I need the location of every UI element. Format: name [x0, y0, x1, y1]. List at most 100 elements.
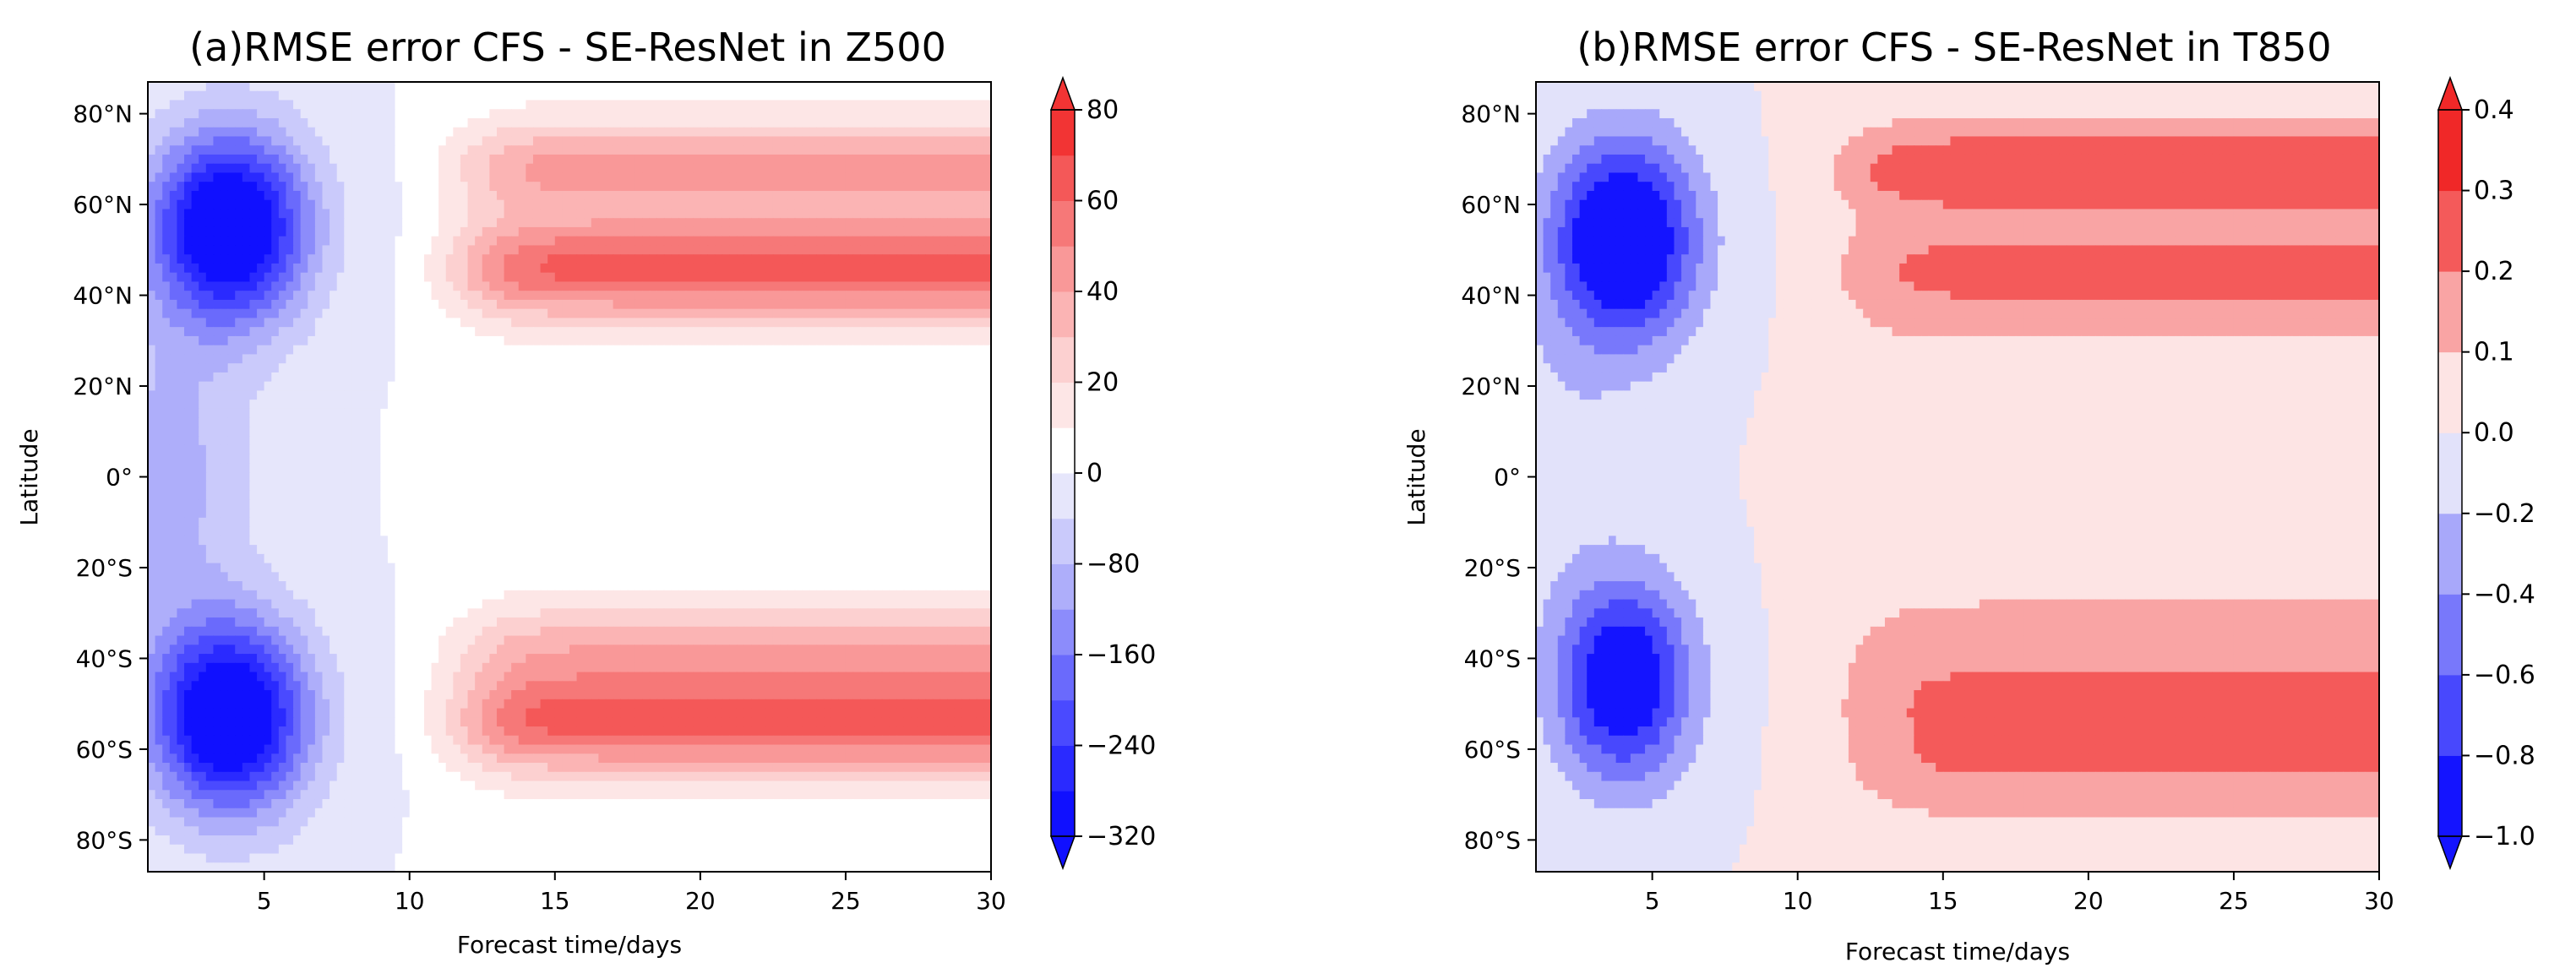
heatmap-cell: [816, 354, 825, 364]
heatmap-cell: [329, 408, 338, 419]
heatmap-cell: [860, 318, 869, 328]
heatmap-cell: [961, 245, 970, 255]
heatmap-cell: [191, 381, 199, 392]
heatmap-cell: [395, 318, 403, 328]
heatmap-cell: [409, 318, 417, 328]
heatmap-cell: [322, 436, 330, 446]
heatmap-cell: [576, 463, 585, 473]
heatmap-cell: [845, 172, 854, 182]
heatmap-cell: [445, 318, 454, 328]
heatmap-cell: [540, 390, 548, 400]
heatmap-cell: [642, 318, 651, 328]
heatmap-cell: [213, 127, 221, 138]
heatmap-cell: [983, 381, 991, 392]
heatmap-cell: [264, 172, 272, 182]
heatmap-cell: [518, 318, 526, 328]
heatmap-cell: [976, 390, 984, 400]
heatmap-cell: [322, 136, 330, 146]
heatmap-cell: [911, 109, 919, 119]
heatmap-cell: [344, 163, 352, 174]
heatmap-cell: [358, 182, 367, 192]
heatmap-cell: [293, 345, 302, 356]
heatmap-cell: [300, 281, 308, 291]
heatmap-cell: [213, 209, 221, 219]
heatmap-cell: [824, 345, 832, 356]
heatmap-cell: [598, 218, 607, 228]
heatmap-cell: [402, 145, 411, 155]
heatmap-cell: [939, 100, 948, 110]
heatmap-cell: [453, 417, 461, 427]
heatmap-cell: [889, 263, 897, 274]
heatmap-cell: [598, 263, 607, 274]
heatmap-cell: [177, 400, 185, 410]
heatmap-cell: [881, 318, 890, 328]
heatmap-cell: [554, 127, 563, 138]
heatmap-cell: [314, 318, 324, 328]
heatmap-cell: [300, 254, 308, 264]
heatmap-cell: [736, 100, 745, 110]
heatmap-cell: [445, 209, 454, 219]
heatmap-cell: [969, 163, 978, 174]
heatmap-cell: [758, 299, 766, 310]
heatmap-cell: [889, 254, 897, 264]
heatmap-cell: [242, 136, 251, 146]
heatmap-cell: [314, 372, 324, 383]
heatmap-cell: [242, 254, 251, 264]
heatmap-cell: [613, 127, 621, 138]
heatmap-cell: [518, 236, 526, 247]
heatmap-cell: [562, 82, 570, 92]
heatmap-cell: [554, 436, 563, 446]
heatmap-cell: [373, 263, 381, 274]
heatmap-cell: [613, 372, 621, 383]
heatmap-cell: [329, 318, 338, 328]
heatmap-cell: [482, 245, 490, 255]
heatmap-cell: [373, 463, 381, 473]
heatmap-cell: [576, 299, 585, 310]
heatmap-cell: [526, 145, 534, 155]
heatmap-cell: [184, 291, 193, 301]
heatmap-cell: [693, 444, 701, 455]
heatmap-cell: [802, 381, 810, 392]
heatmap-cell: [155, 90, 163, 101]
heatmap-cell: [518, 209, 526, 219]
heatmap-cell: [642, 354, 651, 364]
heatmap-cell: [925, 82, 934, 92]
heatmap-cell: [743, 436, 752, 446]
heatmap-cell: [642, 90, 651, 101]
heatmap-cell: [278, 117, 287, 128]
heatmap-cell: [576, 372, 585, 383]
heatmap-cell: [562, 281, 570, 291]
heatmap-cell: [467, 190, 476, 201]
heatmap-cell: [489, 117, 498, 128]
heatmap-cell: [976, 372, 984, 383]
heatmap-cell: [423, 417, 433, 427]
heatmap-cell: [155, 327, 163, 337]
heatmap-cell: [155, 444, 163, 455]
heatmap-cell: [584, 90, 592, 101]
heatmap-cell: [918, 182, 927, 192]
heatmap-cell: [678, 318, 687, 328]
heatmap-cell: [475, 291, 483, 301]
heatmap-cell: [671, 427, 679, 437]
heatmap-cell: [591, 163, 600, 174]
heatmap-cell: [199, 109, 207, 119]
heatmap-cell: [373, 372, 381, 383]
heatmap-cell: [881, 236, 890, 247]
heatmap-cell: [169, 154, 178, 165]
heatmap-cell: [373, 363, 381, 373]
heatmap-cell: [939, 90, 948, 101]
heatmap-cell: [547, 209, 556, 219]
heatmap-cell: [518, 390, 526, 400]
heatmap-cell: [976, 100, 984, 110]
heatmap-cell: [191, 463, 199, 473]
heatmap-cell: [663, 427, 673, 437]
heatmap-cell: [199, 345, 207, 356]
heatmap-cell: [983, 436, 991, 446]
heatmap-cell: [831, 427, 839, 437]
heatmap-cell: [155, 318, 163, 328]
heatmap-cell: [286, 463, 294, 473]
heatmap-cell: [933, 408, 941, 419]
heatmap-cell: [562, 127, 570, 138]
heatmap-cell: [860, 408, 869, 419]
heatmap-cell: [286, 218, 294, 228]
